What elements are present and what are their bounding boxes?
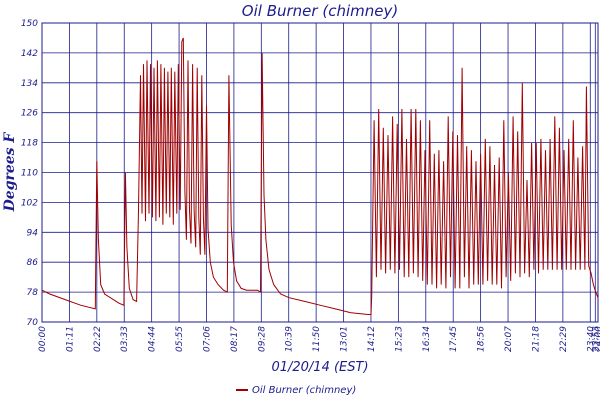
x-tick-label: 11:50 bbox=[312, 326, 322, 352]
x-tick-label: 21:18 bbox=[531, 326, 541, 352]
x-axis-ticks: 00:00 01:11 02:22 03:33 04:44 05:55 07:06 08:17… bbox=[38, 326, 600, 352]
y-tick-label: 86 bbox=[27, 258, 39, 268]
y-tick-label: 134 bbox=[21, 79, 38, 89]
x-tick-label: 13:01 bbox=[340, 326, 350, 352]
y-tick-label: 118 bbox=[21, 139, 38, 149]
x-tick-label: 02:22 bbox=[93, 326, 103, 352]
x-tick-label: 04:44 bbox=[148, 326, 158, 352]
y-tick-label: 142 bbox=[21, 49, 38, 59]
x-tick-label: 20:07 bbox=[504, 326, 514, 352]
x-tick-label: 01:11 bbox=[65, 326, 75, 352]
x-tick-label: 17:45 bbox=[449, 326, 459, 352]
x-axis-label: 01/20/14 (EST) bbox=[271, 360, 368, 375]
y-tick-label: 110 bbox=[21, 169, 38, 179]
y-tick-label: 78 bbox=[27, 288, 39, 298]
x-tick-label: 09:28 bbox=[257, 326, 267, 352]
legend-label: Oil Burner (chimney) bbox=[252, 385, 356, 396]
x-tick-label: 22:29 bbox=[559, 326, 569, 352]
chart-title: Oil Burner (chimney) bbox=[242, 2, 398, 20]
y-tick-label: 126 bbox=[21, 109, 38, 119]
y-tick-label: 94 bbox=[27, 228, 39, 238]
x-tick-label: 16:34 bbox=[422, 326, 432, 352]
x-tick-label: 03:33 bbox=[120, 326, 130, 352]
x-tick-label: 10:39 bbox=[285, 326, 295, 352]
legend: Oil Burner (chimney) bbox=[236, 385, 356, 396]
x-tick-label: 00:00 bbox=[38, 326, 48, 352]
plot-area bbox=[42, 23, 598, 322]
x-tick-label: 05:55 bbox=[175, 326, 185, 352]
y-tick-label: 102 bbox=[21, 198, 38, 208]
x-tick-label: 15:23 bbox=[394, 326, 404, 352]
x-tick-label: 18:56 bbox=[477, 326, 487, 352]
x-tick-label: 14:12 bbox=[367, 326, 377, 352]
y-tick-label: 150 bbox=[21, 19, 38, 29]
y-tick-label: 70 bbox=[27, 318, 39, 328]
y-axis-label: Degrees F bbox=[2, 132, 18, 213]
x-tick-label: 24:00 bbox=[594, 326, 600, 352]
x-tick-label: 07:06 bbox=[202, 326, 212, 352]
y-axis-ticks: 70 78 86 94 102 110 118 126 134 142 150 bbox=[21, 19, 38, 328]
x-tick-label: 08:17 bbox=[230, 326, 240, 352]
